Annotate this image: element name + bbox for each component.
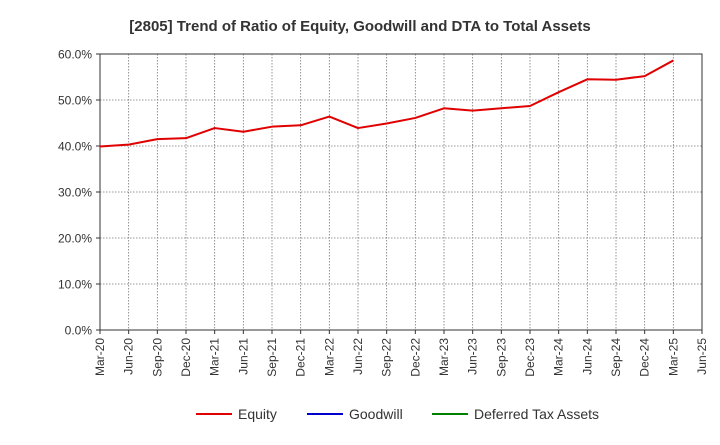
x-tick-label: Jun-24: [580, 338, 594, 375]
y-tick-label: 0.0%: [65, 324, 93, 338]
x-tick-label: Sep-20: [150, 338, 164, 377]
x-tick-label: Sep-24: [609, 338, 623, 377]
x-tick-label: Dec-21: [294, 338, 308, 377]
y-tick-label: 50.0%: [58, 94, 92, 108]
x-tick-label: Sep-23: [494, 338, 508, 377]
series-line-equity: [99, 59, 674, 148]
y-tick-label: 60.0%: [58, 48, 92, 62]
x-tick-label: Mar-23: [437, 338, 451, 376]
x-tick-label: Jun-25: [695, 338, 709, 375]
plot-frame: [99, 53, 703, 331]
y-tick-label: 10.0%: [58, 278, 92, 292]
x-tick-label: Dec-24: [638, 338, 652, 377]
legend-label-goodwill: Goodwill: [349, 406, 403, 422]
chart-title: [2805] Trend of Ratio of Equity, Goodwil…: [129, 18, 590, 35]
axes: 0.0% 10.0% 20.0% 30.0% 40.0% 50.0% 60.0% Mar-20…: [58, 48, 709, 377]
x-tick-label: Mar-22: [322, 338, 336, 376]
x-tick-label: Mar-21: [208, 338, 222, 376]
y-tick-label: 40.0%: [58, 140, 92, 154]
x-tick-label: Sep-22: [380, 338, 394, 377]
y-tick-label: 20.0%: [58, 232, 92, 246]
legend-label-deferred-tax-assets: Deferred Tax Assets: [474, 406, 599, 422]
x-tick-label: Jun-22: [351, 338, 365, 375]
x-tick-label: Sep-21: [265, 338, 279, 377]
x-tick-label: Jun-23: [466, 338, 480, 375]
x-tick-label: Mar-25: [666, 338, 680, 376]
x-tick-label: Mar-24: [552, 338, 566, 376]
x-tick-label: Dec-20: [179, 338, 193, 377]
series-lines: [99, 59, 674, 148]
legend-label-equity: Equity: [238, 406, 277, 422]
x-tick-label: Dec-23: [523, 338, 537, 377]
x-tick-label: Dec-22: [408, 338, 422, 377]
x-tick-label: Jun-20: [122, 338, 136, 375]
grid-lines: [100, 53, 702, 330]
legend: Equity Goodwill Deferred Tax Assets: [196, 406, 599, 422]
y-tick-label: 30.0%: [58, 186, 92, 200]
x-tick-label: Mar-20: [93, 338, 107, 376]
x-tick-label: Jun-21: [236, 338, 250, 375]
